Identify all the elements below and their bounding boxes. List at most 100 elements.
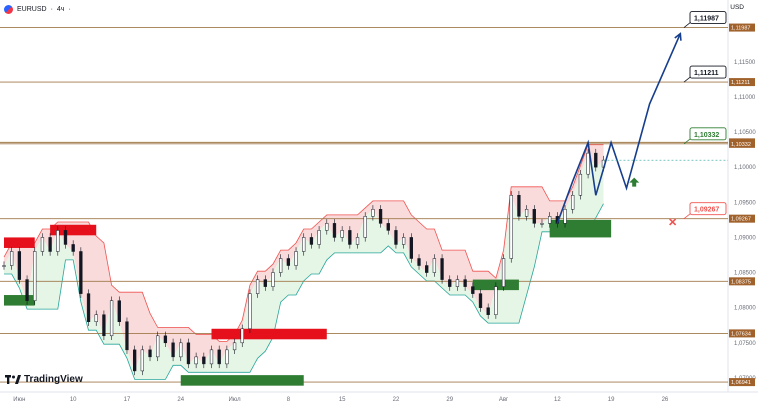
candle-body bbox=[455, 279, 460, 287]
level-price-label: 1,06941 bbox=[731, 380, 751, 386]
time-tick-label: 26 bbox=[662, 397, 669, 403]
candle-body bbox=[524, 209, 529, 217]
candle-body bbox=[63, 230, 68, 245]
candle-body bbox=[79, 251, 83, 294]
tradingview-logo[interactable]: TradingView bbox=[5, 374, 83, 385]
candle-body bbox=[217, 349, 221, 365]
candle-body bbox=[271, 272, 275, 287]
candle-body bbox=[371, 209, 375, 217]
interval-label[interactable]: 4ч bbox=[56, 5, 65, 13]
candle-body bbox=[179, 342, 183, 358]
level-price-tag bbox=[729, 378, 755, 387]
candle-body bbox=[340, 230, 344, 238]
level-price-label: 1,08375 bbox=[731, 279, 751, 285]
candle-body bbox=[194, 356, 198, 365]
time-tick-label: 19 bbox=[608, 397, 615, 403]
candle-body bbox=[117, 300, 121, 322]
time-tick-label: 10 bbox=[70, 397, 77, 403]
level-price-tag bbox=[729, 78, 755, 87]
time-tick-label: Авг bbox=[499, 397, 509, 403]
candle-body bbox=[286, 258, 291, 266]
price-tick-label: 1,11000 bbox=[734, 95, 756, 101]
callout-box bbox=[689, 202, 727, 216]
projection-arrowhead bbox=[674, 32, 682, 41]
candle-body bbox=[94, 314, 98, 322]
candle-body bbox=[325, 223, 329, 231]
callout-label: 1,09267 bbox=[694, 207, 719, 214]
eurusd-flag-icon bbox=[4, 4, 13, 14]
price-tick-label: 1,10000 bbox=[734, 165, 756, 171]
candle-body bbox=[202, 356, 206, 365]
callout-label: 1,11211 bbox=[694, 70, 719, 77]
candle-body bbox=[363, 216, 367, 238]
candle-body bbox=[432, 258, 437, 273]
level-price-label: 1,09267 bbox=[731, 217, 751, 223]
time-tick-label: 29 bbox=[446, 397, 453, 403]
time-tick-label: 12 bbox=[554, 397, 561, 403]
callout-box bbox=[689, 11, 727, 25]
level-price-tag bbox=[729, 214, 755, 223]
time-tick-label: 22 bbox=[393, 397, 400, 403]
candle-body bbox=[279, 258, 283, 273]
candle-body bbox=[25, 279, 29, 301]
candle-body bbox=[156, 335, 160, 358]
price-tick-label: 1,10500 bbox=[734, 130, 756, 136]
candle-body bbox=[586, 152, 590, 175]
candle-body bbox=[125, 321, 129, 351]
candle-body bbox=[171, 342, 175, 358]
candle-body bbox=[540, 223, 544, 225]
candle-body bbox=[394, 230, 398, 245]
candle-body bbox=[332, 223, 337, 238]
candle-body bbox=[102, 314, 106, 337]
callout-box bbox=[689, 127, 727, 141]
candle-body bbox=[232, 342, 237, 351]
candle-body bbox=[225, 349, 229, 365]
cross-icon bbox=[669, 218, 677, 226]
projection-path bbox=[556, 33, 682, 224]
level-price-tag bbox=[729, 329, 755, 338]
symbol-name[interactable]: EURUSD bbox=[17, 5, 47, 13]
tradingview-logo-text: TradingView bbox=[24, 374, 83, 385]
candle-body bbox=[378, 209, 383, 224]
candle-body bbox=[248, 293, 252, 330]
candle-body bbox=[501, 258, 506, 287]
level-price-label: 1,11987 bbox=[731, 26, 750, 32]
price-tick-label: 1,08500 bbox=[734, 271, 756, 277]
time-tick-label: 8 bbox=[287, 397, 291, 403]
header-dot: · bbox=[68, 5, 71, 13]
candle-body bbox=[86, 293, 91, 322]
supply-zone bbox=[4, 237, 35, 248]
currency-label[interactable]: USD bbox=[730, 4, 744, 11]
level-price-tag bbox=[729, 277, 755, 286]
candle-body bbox=[309, 237, 314, 245]
candle-body bbox=[548, 216, 552, 224]
candle-body bbox=[440, 258, 444, 280]
candle-body bbox=[594, 152, 598, 168]
price-tick-label: 1,09000 bbox=[734, 235, 756, 241]
candle-body bbox=[263, 279, 267, 287]
time-tick-label: 15 bbox=[339, 397, 346, 403]
candle-body bbox=[517, 195, 521, 217]
candle-body bbox=[10, 251, 14, 266]
candle-body bbox=[355, 237, 360, 245]
price-tick-label: 1,09500 bbox=[734, 200, 756, 206]
time-tick-label: 24 bbox=[177, 397, 184, 403]
resistance-trail-line bbox=[3, 144, 604, 342]
callout-label: 1,10332 bbox=[694, 132, 719, 139]
callout-label: 1,11987 bbox=[694, 16, 719, 23]
level-price-tag bbox=[729, 139, 755, 148]
candle-body bbox=[409, 237, 413, 259]
candle-body bbox=[133, 349, 137, 372]
candle-body bbox=[109, 300, 114, 337]
price-tick-label: 1,07500 bbox=[734, 341, 756, 347]
candle-body bbox=[186, 342, 191, 365]
level-price-tag bbox=[729, 23, 755, 32]
candle-body bbox=[255, 279, 260, 294]
candle-body bbox=[302, 237, 306, 252]
candle-body bbox=[148, 349, 152, 358]
candle-body bbox=[532, 209, 536, 224]
candle-body bbox=[71, 244, 75, 252]
support-band bbox=[4, 153, 604, 380]
